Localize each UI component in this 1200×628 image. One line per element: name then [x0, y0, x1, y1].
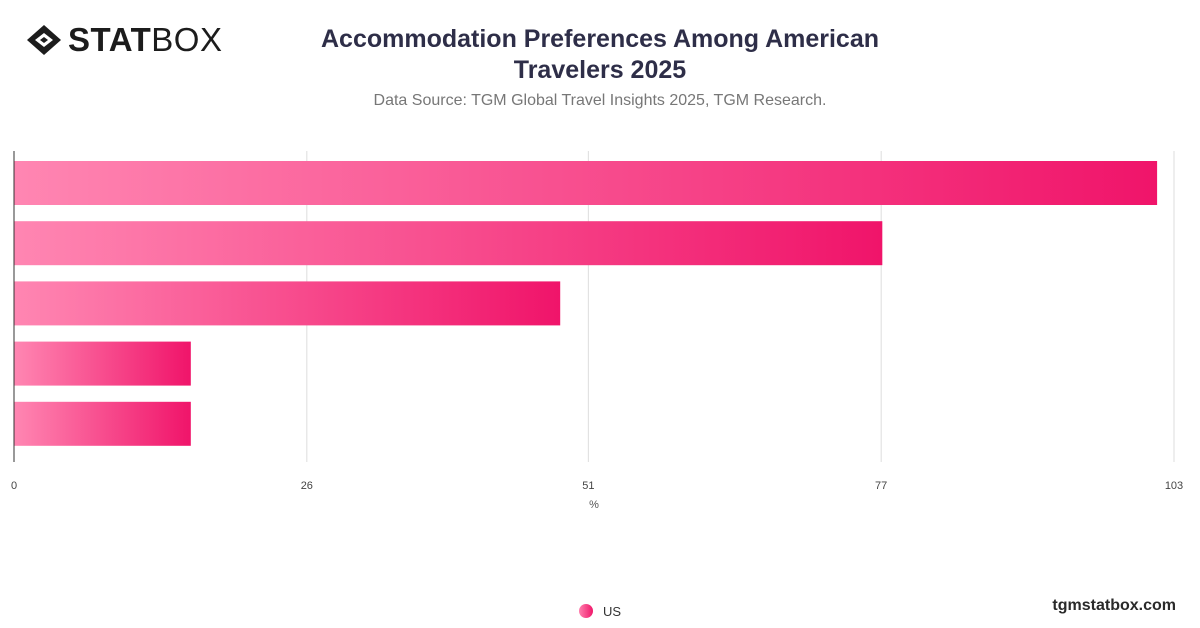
bars: [14, 161, 1158, 446]
x-tick-label: 0: [11, 480, 17, 492]
statbox-logo[interactable]: STATBOX: [26, 22, 222, 58]
bar[interactable]: [14, 401, 191, 446]
bar[interactable]: [14, 161, 1158, 205]
chart-title-line-2: Travelers 2025: [513, 56, 687, 84]
legend-swatch-us: [579, 604, 593, 618]
site-watermark: tgmstatbox.com: [1052, 597, 1176, 614]
bar[interactable]: [14, 221, 883, 266]
x-axis-title: %: [589, 499, 599, 511]
legend[interactable]: US: [579, 601, 621, 621]
diamond-logo-icon: [27, 25, 61, 55]
bar[interactable]: [14, 341, 191, 386]
x-tick-label: 26: [301, 480, 313, 492]
axis-labels: 0 26 51 77 103%: [11, 480, 1183, 511]
chart-title-line-1: Accommodation Preferences Among American: [320, 25, 880, 53]
logo-wordmark-light: BOX: [151, 21, 223, 58]
bar-chart: 0 26 51 77 103%: [11, 151, 1183, 511]
logo-wordmark-bold: STAT: [68, 21, 152, 58]
legend-label-us: US: [603, 603, 622, 619]
bar[interactable]: [14, 281, 561, 326]
chart-subtitle: Data Source: TGM Global Travel Insights …: [373, 92, 827, 109]
chart-title: Accommodation Preferences Among American…: [300, 24, 900, 86]
x-tick-label: 77: [875, 480, 887, 492]
x-tick-label: 103: [1165, 480, 1183, 492]
x-tick-label: 51: [582, 480, 594, 492]
logo-wordmark: STATBOX: [68, 22, 222, 58]
